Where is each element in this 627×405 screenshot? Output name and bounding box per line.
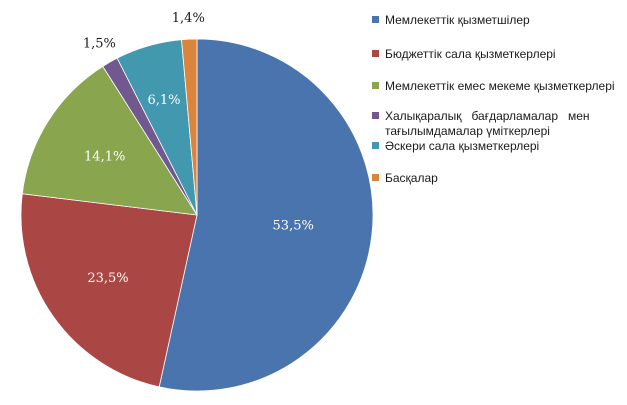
legend-marker [372,174,379,181]
legend-marker [372,82,379,89]
legend-label: Бюджеттік сала қызметкерлері [385,47,556,61]
slice-data-label: 23,5% [87,271,128,286]
legend-label: Мемлекеттік емес мекеме қызметкерлері [385,79,615,93]
legend-label: Халықаралық бағдарламалар мен тағылымдама… [385,109,590,138]
slice-labels: 53,5% 23,5% 14,1% 1,5% 6,1% 1,4% [83,11,314,286]
legend-marker [372,142,379,149]
pie-slice [158,38,374,392]
legend-label: Әскери сала қызметкерлері [385,139,539,153]
pie-slice [21,65,198,216]
legend: Мемлекеттік қызметшілер Бюджеттік сала қы… [372,13,615,185]
legend-marker [372,50,379,57]
slice-data-label: 1,5% [83,37,116,52]
pie-slice [181,38,198,216]
pie-slice [20,193,198,388]
pie-slices [20,38,374,392]
legend-label: Басқалар [385,171,438,185]
legend-label: Мемлекеттік қызметшілер [385,13,530,27]
slice-data-label: 14,1% [84,150,125,165]
slice-data-label: 53,5% [273,219,314,234]
legend-marker [372,16,379,23]
slice-data-label: 1,4% [172,11,205,26]
slice-data-label: 6,1% [147,93,180,108]
legend-marker [372,112,379,119]
